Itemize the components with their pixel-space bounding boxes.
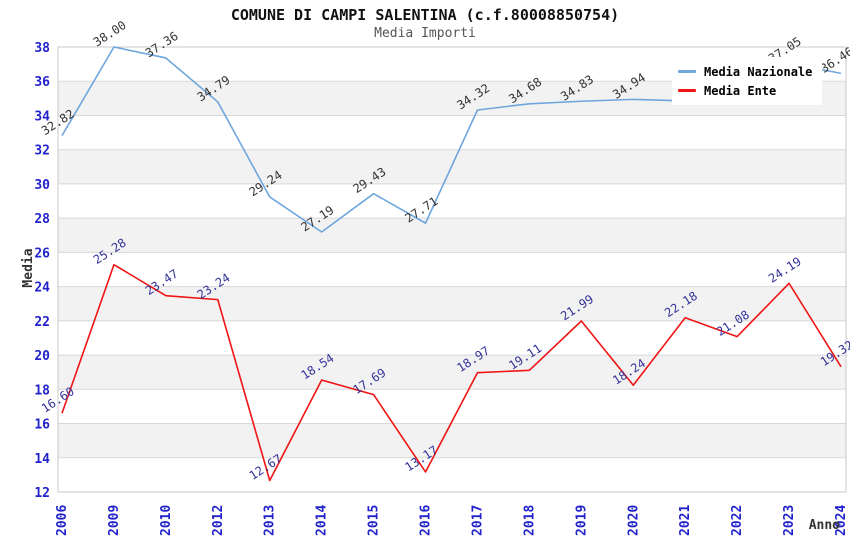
legend-label-media-nazionale: Media Nazionale: [704, 64, 813, 79]
y-axis-title: Media: [21, 248, 36, 287]
legend-line-swatch-blue-icon: [678, 70, 696, 73]
y-tick-label: 26: [34, 246, 50, 261]
series-line-media-ente: [61, 263, 842, 482]
legend-item-media-ente: Media Ente: [678, 81, 816, 100]
legend: Media Nazionale Media Ente: [672, 57, 822, 105]
legend-label-media-ente: Media Ente: [704, 83, 777, 98]
x-tick-label: 2010: [159, 505, 174, 536]
plot-border: [57, 46, 847, 493]
x-tick-label: 2024: [834, 505, 849, 536]
data-label-media-ente: 24.19: [766, 254, 804, 285]
y-tick-label: 34: [34, 109, 50, 124]
x-tick-label: 2015: [367, 505, 382, 536]
x-tick-label: 2014: [315, 505, 330, 536]
x-tick-label: 2009: [107, 505, 122, 536]
chart-subtitle: Media Importi: [374, 26, 476, 41]
x-tick-label: 2017: [470, 505, 485, 536]
x-tick-label: 2019: [574, 505, 589, 536]
x-tick-label: 2018: [522, 505, 537, 536]
y-tick-label: 12: [34, 486, 50, 501]
y-tick-label: 18: [34, 383, 50, 398]
y-tick-label: 28: [34, 212, 50, 227]
data-label-media-nazionale: 36.46: [818, 44, 850, 75]
y-tick-label: 30: [34, 178, 50, 193]
grid-band: [58, 218, 846, 253]
y-tick-label: 36: [34, 75, 50, 90]
x-tick-label: 2022: [730, 505, 745, 536]
x-tick-label: 2016: [419, 505, 434, 536]
y-tick-label: 24: [34, 281, 50, 296]
y-tick-label: 14: [34, 452, 50, 467]
y-tick-label: 16: [34, 418, 50, 433]
chart-title: COMUNE DI CAMPI SALENTINA (c.f.800088507…: [230, 6, 620, 24]
x-tick-label: 2021: [678, 505, 693, 536]
grid-band: [58, 286, 846, 321]
y-tick-label: 22: [34, 315, 50, 330]
grid-band: [58, 423, 846, 458]
x-axis-title: Anno: [809, 518, 840, 533]
x-tick-label: 2012: [211, 505, 226, 536]
legend-item-media-nazionale: Media Nazionale: [678, 62, 816, 81]
x-tick-label: 2006: [55, 505, 70, 536]
y-tick-label: 32: [34, 144, 50, 159]
x-tick-label: 2013: [263, 505, 278, 536]
grid-band: [58, 355, 846, 390]
y-tick-label: 38: [34, 41, 50, 56]
y-tick-label: 20: [34, 349, 50, 364]
x-tick-label: 2023: [782, 505, 797, 536]
legend-line-swatch-red-icon: [678, 89, 696, 92]
x-tick-label: 2020: [626, 505, 641, 536]
